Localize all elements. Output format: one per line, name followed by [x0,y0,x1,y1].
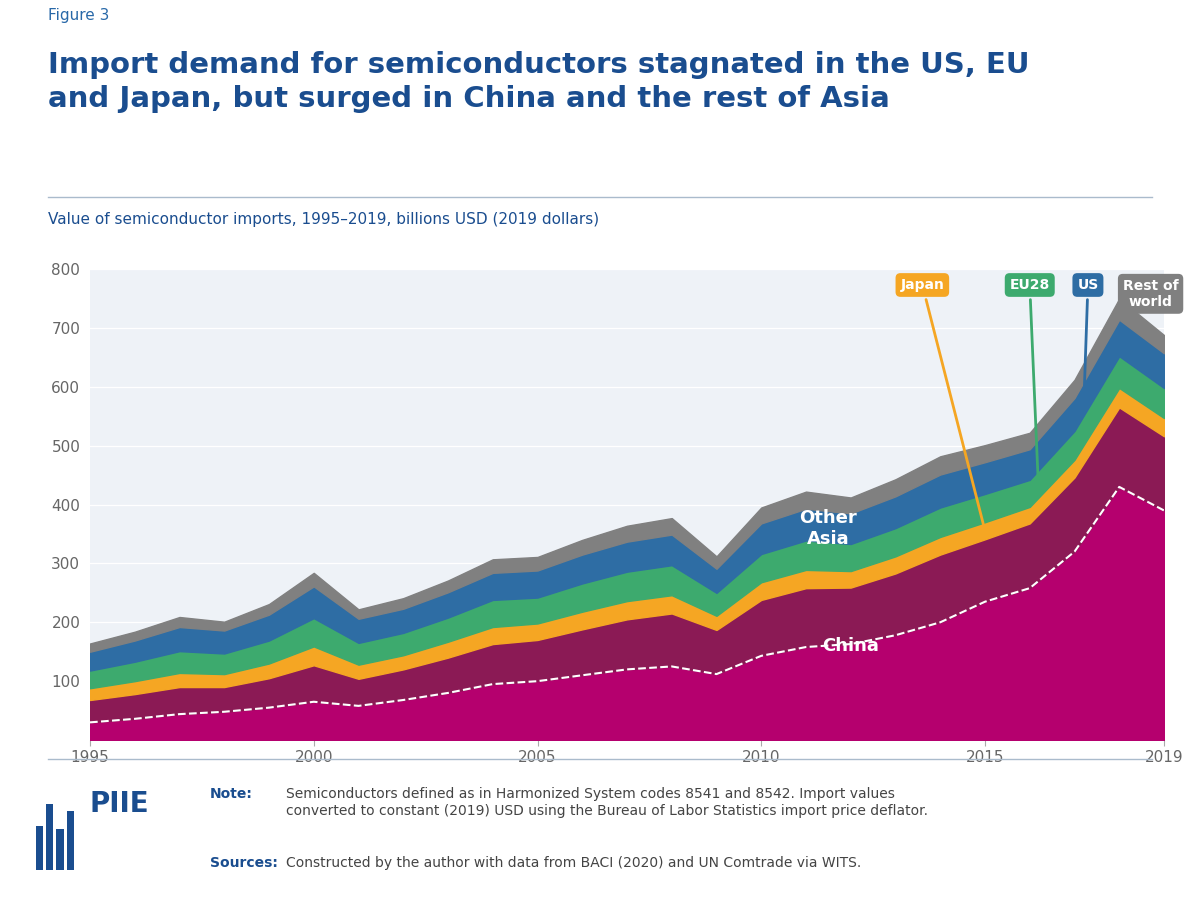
Text: Sources:: Sources: [210,856,278,869]
Bar [67,811,74,870]
Text: Note:: Note: [210,788,253,802]
Text: Constructed by the author with data from BACI (2020) and UN Comtrade via WITS.: Constructed by the author with data from… [286,856,860,869]
Text: Other
Asia: Other Asia [799,509,857,547]
Text: Semiconductors defined as in Harmonized System codes 8541 and 8542. Import value: Semiconductors defined as in Harmonized … [286,788,928,818]
Text: Japan: Japan [900,278,984,528]
Text: China: China [822,637,880,655]
Bar [56,829,64,870]
Bar [36,826,43,870]
Text: US: US [1078,278,1098,412]
Text: Import demand for semiconductors stagnated in the US, EU
and Japan, but surged i: Import demand for semiconductors stagnat… [48,51,1030,113]
Text: PIIE: PIIE [90,790,150,818]
Bar [46,804,53,870]
Text: Rest of
world: Rest of world [1123,279,1178,309]
Text: Value of semiconductor imports, 1995–2019, billions USD (2019 dollars): Value of semiconductor imports, 1995–201… [48,213,599,227]
Text: EU28: EU28 [1009,278,1050,491]
Text: Figure 3: Figure 3 [48,8,109,22]
